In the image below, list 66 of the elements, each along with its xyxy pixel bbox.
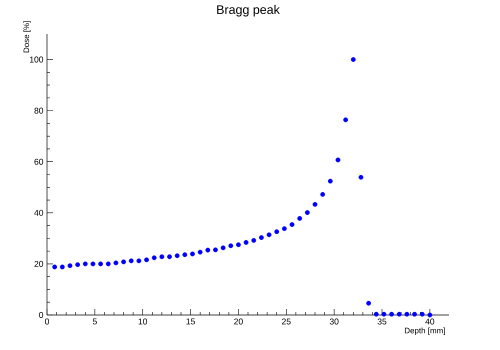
point xyxy=(60,264,65,270)
point xyxy=(259,235,264,240)
x-tick-label: 0 xyxy=(44,318,50,325)
point xyxy=(182,252,188,258)
point xyxy=(244,240,248,245)
y-tick-label: 0 xyxy=(39,312,44,318)
point xyxy=(274,229,280,234)
x-tick-label: 35 xyxy=(378,318,386,325)
point xyxy=(159,254,164,260)
chart-title: Bragg peak xyxy=(217,4,280,16)
point xyxy=(320,192,326,197)
point xyxy=(128,258,134,264)
point xyxy=(251,238,256,243)
point xyxy=(228,243,234,248)
point xyxy=(190,252,195,256)
x-tick-label: 10 xyxy=(138,318,148,325)
point xyxy=(82,262,88,266)
point xyxy=(121,259,126,264)
point xyxy=(266,232,272,238)
point xyxy=(336,158,340,162)
x-tick-label: 5 xyxy=(92,318,97,324)
point xyxy=(198,250,203,255)
y-tick-label: 80 xyxy=(34,108,44,114)
point xyxy=(290,222,294,227)
point xyxy=(136,258,142,264)
point xyxy=(114,260,118,266)
x-tick-label: 40 xyxy=(425,318,434,325)
point xyxy=(420,312,425,317)
point xyxy=(144,257,149,262)
point xyxy=(366,300,372,306)
point xyxy=(213,247,218,252)
point xyxy=(396,312,402,317)
point xyxy=(282,226,287,232)
point xyxy=(389,312,394,317)
point xyxy=(174,253,180,258)
y-tick-label: 20 xyxy=(34,260,44,267)
point xyxy=(167,254,172,260)
point xyxy=(328,178,333,184)
x-tick-label: 25 xyxy=(282,318,291,325)
x-tick-label: 20 xyxy=(234,318,243,325)
point xyxy=(106,262,111,266)
point xyxy=(75,262,80,268)
point xyxy=(374,312,379,317)
point xyxy=(68,263,72,268)
point xyxy=(220,245,226,250)
y-tick-label: 100 xyxy=(30,56,44,63)
point xyxy=(90,262,96,266)
x-tick-label: 15 xyxy=(186,318,195,324)
y-tick-label: 60 xyxy=(34,158,44,165)
point xyxy=(236,242,241,248)
point xyxy=(304,210,310,215)
y-tick-label: 40 xyxy=(34,210,44,216)
point xyxy=(343,117,348,122)
point xyxy=(152,255,157,260)
x-tick-label: 30 xyxy=(330,318,339,325)
point xyxy=(412,312,417,317)
point xyxy=(52,264,58,270)
point xyxy=(312,202,318,207)
point xyxy=(382,312,386,317)
point xyxy=(98,262,104,266)
point xyxy=(427,312,432,318)
point xyxy=(350,57,356,62)
point xyxy=(205,248,210,253)
point xyxy=(404,312,410,317)
point xyxy=(297,216,302,221)
point xyxy=(358,174,364,180)
